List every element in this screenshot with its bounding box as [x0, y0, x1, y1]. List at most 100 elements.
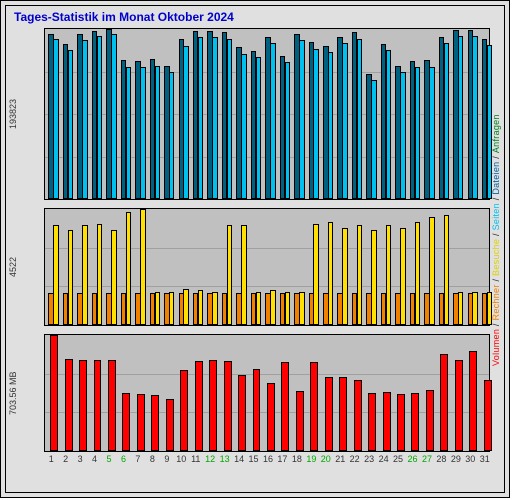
bar-volumen	[79, 360, 87, 452]
bar-volumen	[108, 360, 116, 452]
bar-besuche	[169, 292, 174, 325]
xlabel: 23	[362, 454, 376, 464]
xlabel: 30	[463, 454, 477, 464]
bar-anfragen	[183, 46, 188, 199]
xlabel: 7	[131, 454, 145, 464]
bar-volumen	[383, 392, 391, 451]
bar-besuche	[212, 292, 217, 325]
xlabel: 4	[87, 454, 101, 464]
xlabel: 19	[304, 454, 318, 464]
bar-volumen	[238, 375, 246, 451]
bar-besuche	[415, 222, 420, 325]
bar-anfragen	[270, 43, 275, 199]
ylabel-panel2: 4522	[8, 208, 42, 326]
bar-volumen	[195, 361, 203, 451]
xlabel: 31	[478, 454, 492, 464]
chart-title: Tages-Statistik im Monat Oktober 2024	[14, 10, 496, 24]
bar-anfragen	[299, 40, 304, 199]
bar-anfragen	[444, 43, 449, 199]
xlabel: 22	[347, 454, 361, 464]
bar-besuche	[126, 212, 131, 325]
xlabel: 6	[116, 454, 130, 464]
bar-anfragen	[227, 39, 232, 200]
bar-besuche	[472, 292, 477, 325]
bar-anfragen	[68, 50, 73, 199]
bar-besuche	[400, 228, 405, 325]
bar-anfragen	[342, 43, 347, 199]
bars-panel2	[47, 209, 487, 325]
bar-volumen	[224, 361, 232, 451]
bar-besuche	[386, 225, 391, 325]
panel-visits	[44, 208, 490, 326]
bar-anfragen	[198, 37, 203, 199]
xlabel: 1	[44, 454, 58, 464]
bar-besuche	[82, 225, 87, 325]
xlabel: 28	[434, 454, 448, 464]
bar-volumen	[50, 335, 58, 451]
inner-frame: Tages-Statistik im Monat Oktober 2024 19…	[5, 5, 505, 493]
bar-volumen	[296, 391, 304, 451]
xlabel: 8	[145, 454, 159, 464]
bar-anfragen	[169, 72, 174, 199]
bar-anfragen	[313, 49, 318, 199]
xlabel: 9	[160, 454, 174, 464]
bar-anfragen	[458, 36, 463, 199]
bar-besuche	[299, 292, 304, 325]
bar-besuche	[155, 292, 160, 325]
xlabel: 5	[102, 454, 116, 464]
bar-volumen	[469, 351, 477, 451]
bar-besuche	[285, 292, 290, 325]
bar-anfragen	[256, 57, 261, 199]
bar-besuche	[328, 222, 333, 325]
bar-volumen	[65, 359, 73, 451]
xlabel: 29	[449, 454, 463, 464]
panel-volume	[44, 334, 490, 452]
ylabel-panel3: 703.56 MB	[8, 334, 42, 452]
bar-volumen	[151, 395, 159, 451]
bar-anfragen	[241, 54, 246, 199]
bar-volumen	[339, 377, 347, 451]
bar-besuche	[198, 290, 203, 325]
bar-anfragen	[328, 52, 333, 199]
bar-volumen	[166, 399, 174, 451]
bar-anfragen	[386, 50, 391, 199]
bar-anfragen	[82, 40, 87, 199]
bar-volumen	[325, 377, 333, 451]
bars-panel3	[47, 335, 487, 451]
xlabel: 14	[232, 454, 246, 464]
bar-anfragen	[111, 34, 116, 199]
x-axis: 1234567891011121314151617181920212223242…	[44, 454, 490, 468]
bar-volumen	[310, 362, 318, 451]
xlabel: 15	[246, 454, 260, 464]
bar-anfragen	[285, 62, 290, 199]
bar-besuche	[429, 217, 434, 325]
bar-besuche	[183, 289, 188, 325]
bar-volumen	[354, 380, 362, 451]
ylabel-panel1: 193823	[8, 28, 42, 200]
xlabel: 21	[333, 454, 347, 464]
bar-besuche	[270, 290, 275, 325]
bar-besuche	[371, 230, 376, 325]
bar-volumen	[440, 354, 448, 451]
bar-besuche	[256, 292, 261, 325]
xlabel: 3	[73, 454, 87, 464]
bar-volumen	[253, 369, 261, 451]
bar-volumen	[137, 394, 145, 451]
bar-besuche	[227, 225, 232, 325]
xlabel: 11	[189, 454, 203, 464]
bar-anfragen	[357, 39, 362, 200]
bar-anfragen	[155, 66, 160, 199]
bar-besuche	[357, 225, 362, 325]
xlabel: 10	[174, 454, 188, 464]
xlabel: 2	[58, 454, 72, 464]
xlabel: 16	[261, 454, 275, 464]
xlabel: 26	[405, 454, 419, 464]
bar-volumen	[426, 390, 434, 451]
bar-volumen	[94, 360, 102, 451]
bar-besuche	[111, 230, 116, 325]
xlabel: 17	[275, 454, 289, 464]
bar-anfragen	[371, 80, 376, 199]
outer-frame: Tages-Statistik im Monat Oktober 2024 19…	[0, 0, 510, 498]
bar-besuche	[241, 225, 246, 325]
bar-volumen	[122, 393, 130, 451]
